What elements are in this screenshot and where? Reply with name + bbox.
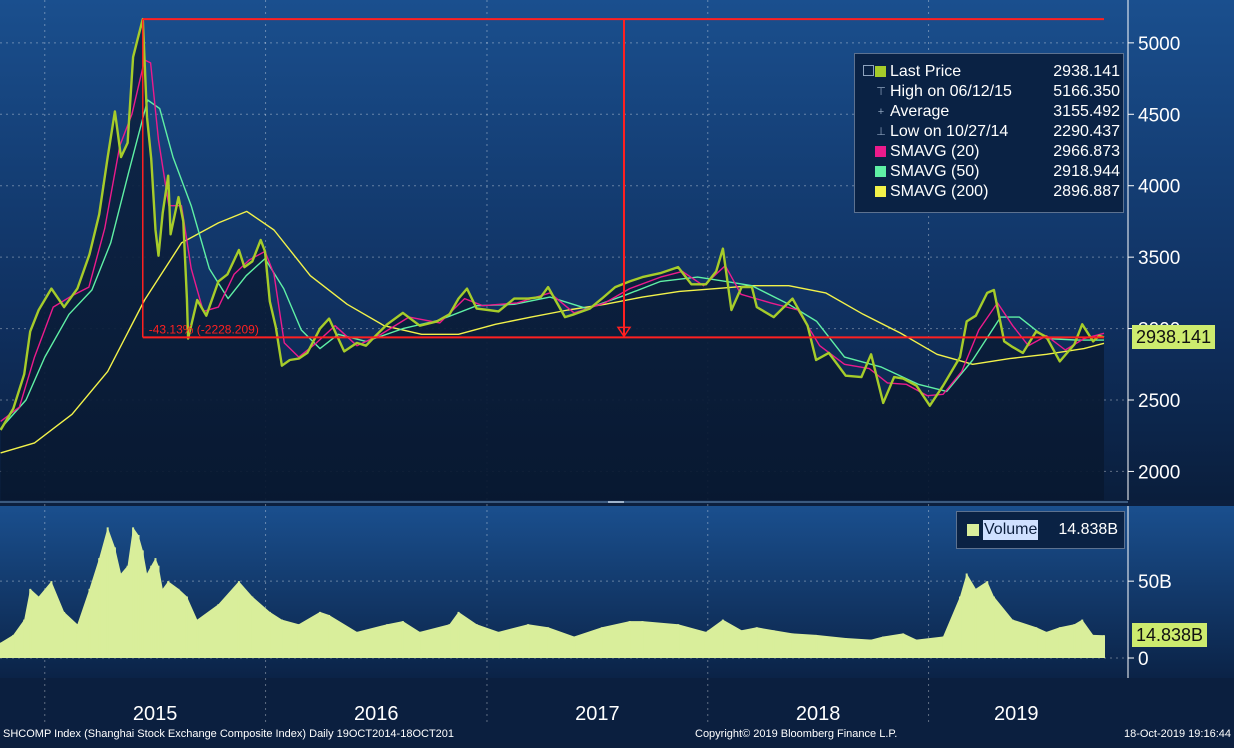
- legend-value-high: 5166.350: [1053, 83, 1120, 100]
- legend-swatch-sma20: [875, 146, 886, 157]
- legend-swatch-sma50: [875, 166, 886, 177]
- footer-timestamp: 18-Oct-2019 19:16:44: [1123, 728, 1231, 740]
- date-axis-background: [0, 678, 1234, 743]
- legend-row-low[interactable]: ⊥ Low on 10/27/14 2290.437: [855, 122, 1123, 142]
- year-label: 2017: [575, 703, 620, 725]
- axis-tick-labels-layer: 2000250030003500400045005000050B20152016…: [133, 0, 1180, 725]
- volume-tick-label: 0: [1138, 649, 1149, 670]
- price-area-fill: [0, 19, 1105, 500]
- legend-row-sma50[interactable]: SMAVG (50) 2918.944: [855, 162, 1123, 182]
- legend-swatch-price: [875, 66, 886, 77]
- legend-swatch-sma200: [875, 186, 886, 197]
- volume-area: [0, 527, 1105, 658]
- volume-tick-label: 50B: [1138, 572, 1172, 593]
- year-label: 2016: [354, 703, 399, 725]
- legend-label-sma200: SMAVG (200): [890, 183, 989, 200]
- price-tick-label: 5000: [1138, 34, 1180, 55]
- legend-value-sma200: 2896.887: [1053, 183, 1120, 200]
- price-tick-label: 4500: [1138, 105, 1180, 126]
- year-label: 2019: [994, 703, 1039, 725]
- legend-value-sma50: 2918.944: [1053, 163, 1120, 180]
- legend-value-sma20: 2966.873: [1053, 143, 1120, 160]
- price-tick-label: 2000: [1138, 462, 1180, 483]
- year-label: 2018: [796, 703, 841, 725]
- legend-value-price: 2938.141: [1053, 63, 1120, 80]
- footer-security-description: SHCOMP Index (Shanghai Stock Exchange Co…: [3, 728, 455, 740]
- legend-marker-low-icon: ⊥: [876, 126, 886, 138]
- drawdown-label: -43.13% (-2228.209): [149, 322, 259, 336]
- price-tick-label: 3500: [1138, 248, 1180, 269]
- legend-label-sma20: SMAVG (20): [890, 143, 980, 160]
- legend-collapse-icon[interactable]: [863, 65, 874, 76]
- volume-bars-layer: [0, 527, 1105, 658]
- year-label: 2015: [133, 703, 178, 725]
- series-line-sma20: [0, 59, 1105, 422]
- price-tick-label: 4000: [1138, 177, 1180, 198]
- drawdown-arrow-head: [616, 326, 632, 338]
- legend-label-avg: Average: [890, 103, 950, 120]
- last-price-tag: 2938.141: [1132, 325, 1216, 350]
- legend-row-sma200[interactable]: SMAVG (200) 2896.887: [855, 182, 1123, 202]
- legend-marker-high-icon: ⊤: [876, 86, 886, 98]
- series-lines-layer: [0, 17, 1105, 454]
- series-line-sma200: [0, 210, 1105, 454]
- volume-legend-label: Volume: [983, 520, 1039, 540]
- price-legend[interactable]: Last Price 2938.141 ⊤ High on 06/12/15 5166.…: [854, 53, 1124, 213]
- legend-row-sma20[interactable]: SMAVG (20) 2966.873: [855, 142, 1123, 162]
- footer-copyright: Copyright© 2019 Bloomberg Finance L.P.: [695, 728, 898, 740]
- volume-legend[interactable]: Volume 14.838B: [956, 511, 1125, 549]
- legend-row-price[interactable]: Last Price 2938.141: [855, 62, 1123, 82]
- legend-value-avg: 3155.492: [1053, 103, 1120, 120]
- price-tick-label: 2500: [1138, 391, 1180, 412]
- legend-label-low: Low on 10/27/14: [890, 123, 1009, 140]
- volume-legend-value: 14.838B: [1058, 521, 1118, 538]
- legend-label-high: High on 06/12/15: [890, 83, 1012, 100]
- last-volume-tag: 14.838B: [1132, 623, 1208, 648]
- legend-row-avg[interactable]: + Average 3155.492: [855, 102, 1123, 122]
- legend-value-low: 2290.437: [1053, 123, 1120, 140]
- drawdown-annotation-layer: -43.13% (-2228.209): [142, 18, 1104, 339]
- legend-row-high[interactable]: ⊤ High on 06/12/15 5166.350: [855, 82, 1123, 102]
- legend-marker-avg-icon: +: [877, 106, 885, 118]
- price-area-layer: [0, 19, 1105, 500]
- volume-swatch: [967, 524, 979, 536]
- legend-label-sma50: SMAVG (50): [890, 163, 980, 180]
- series-line-price: [0, 17, 1105, 431]
- legend-label-price: Last Price: [890, 63, 962, 80]
